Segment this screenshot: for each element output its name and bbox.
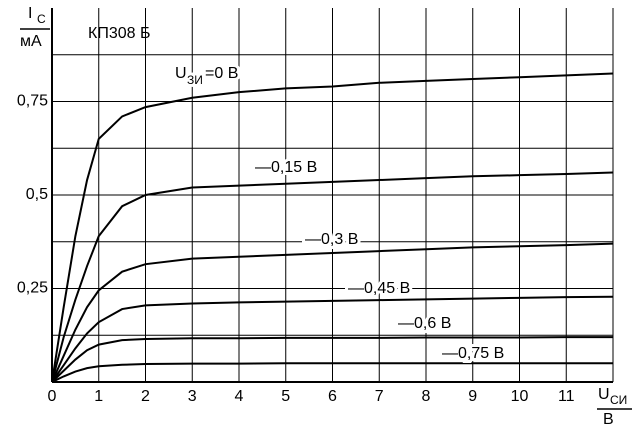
series-label: —0,75 В: [442, 345, 504, 362]
curve: [51, 362, 613, 383]
curve: [51, 336, 613, 383]
series-label: —0,45 В: [348, 280, 410, 297]
x-tick-label: 5: [281, 388, 290, 405]
y-axis-label-sub: С: [37, 12, 46, 26]
x-tick-label: 4: [235, 388, 244, 405]
curve: [51, 72, 614, 383]
y-tick-label: 0,75: [17, 93, 48, 110]
x-tick-label: 2: [141, 388, 150, 405]
x-tick-label: 1: [94, 388, 103, 405]
x-tick-label: 7: [375, 388, 384, 405]
series-label: —0,6 В: [398, 315, 451, 332]
x-tick-label: 8: [422, 388, 431, 405]
series-label: —0,3 В: [305, 231, 358, 248]
chart-title: КП308 Б: [88, 25, 150, 42]
y-axis-unit: мА: [20, 33, 42, 50]
series-label: =0 В: [205, 65, 238, 82]
curve: [51, 242, 614, 383]
series-label: —0,15 В: [255, 159, 317, 176]
x-axis-label: U: [598, 386, 610, 403]
curve: [51, 295, 614, 383]
x-tick-label: 10: [511, 388, 529, 405]
y-axis-label: I: [28, 5, 32, 22]
curve: [51, 171, 614, 383]
x-tick-label: 3: [188, 388, 197, 405]
y-tick-label: 0,5: [26, 186, 48, 203]
x-tick-label: 6: [328, 388, 337, 405]
x-tick-label: 0: [48, 388, 57, 405]
y-tick-label: 0,25: [17, 280, 48, 297]
series-prefix: U: [175, 65, 187, 82]
x-axis-label-sub: СИ: [610, 393, 627, 407]
x-axis-unit: В: [603, 411, 614, 428]
x-tick-label: 11: [558, 388, 575, 405]
x-tick-label: 9: [468, 388, 477, 405]
series-prefix-sub: ЗИ: [187, 73, 203, 87]
